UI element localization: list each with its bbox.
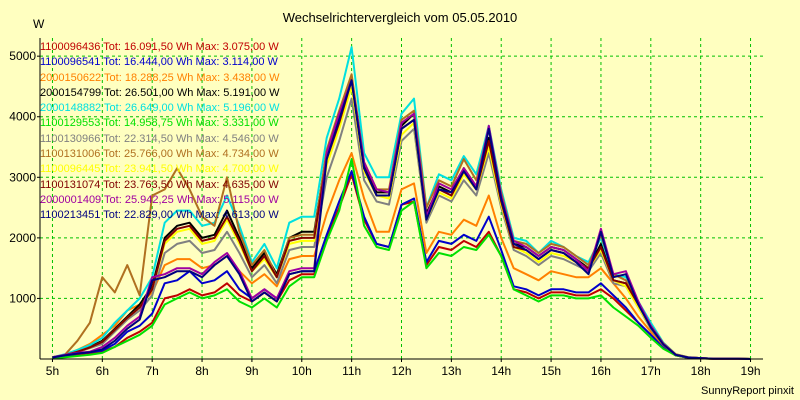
legend-entry: 2000148882 Tot: 26.649,00 Wh Max: 5.196,… xyxy=(40,102,280,115)
legend-entry: 1100213451 Tot: 22.829,00 Wh Max: 4.613,… xyxy=(40,209,279,222)
legend-entry: 1100131006 Tot: 25.766,00 Wh Max: 4.734,… xyxy=(40,148,279,161)
x-tick-label: 18h xyxy=(691,364,711,378)
y-tick-label: 1000 xyxy=(9,291,36,305)
legend-entry: 1100096541 Tot: 16.444,00 Wh Max: 3.114,… xyxy=(40,56,278,69)
legend: 1100096436 Tot: 16.091,50 Wh Max: 3.075,… xyxy=(40,40,280,224)
legend-entry: 2000150622 Tot: 18.288,25 Wh Max: 3.438,… xyxy=(40,71,280,84)
legend-entry: 1100131074 Tot: 23.763,50 Wh Max: 4.635,… xyxy=(40,178,279,191)
series-line-12 xyxy=(52,79,751,360)
series-line-6 xyxy=(52,158,751,360)
x-tick-label: 12h xyxy=(391,364,411,378)
y-tick-label: 5000 xyxy=(9,49,36,63)
x-tick-label: 16h xyxy=(591,364,611,378)
series-line-9 xyxy=(52,85,751,360)
series-line-11 xyxy=(52,79,751,360)
legend-entry: 1100129553 Tot: 14.958,75 Wh Max: 3.331,… xyxy=(40,117,279,130)
legend-entry: 1100096436 Tot: 16.091,50 Wh Max: 3.075,… xyxy=(40,41,279,53)
series-line-2 xyxy=(52,170,751,360)
legend-entry: 2000001409 Tot: 25.942,25 Wh Max: 5.115,… xyxy=(40,193,279,206)
legend-entry: 1100096445 Tot: 23.941,50 Wh Max: 4.700,… xyxy=(40,163,279,176)
x-tick-label: 19h xyxy=(741,364,761,378)
x-tick-label: 11h xyxy=(342,364,361,378)
series-line-3 xyxy=(52,152,751,360)
x-tick-label: 6h xyxy=(96,364,109,378)
y-tick-label: 4000 xyxy=(9,110,36,124)
x-tick-label: 5h xyxy=(46,364,59,378)
y-tick-label: 3000 xyxy=(9,170,36,184)
legend-entry: 1100130966 Tot: 22.314,50 Wh Max: 4.546,… xyxy=(40,132,279,145)
x-tick-label: 8h xyxy=(195,364,208,378)
chart-title: Wechselrichtervergleich vom 05.05.2010 xyxy=(282,10,518,25)
x-tick-label: 9h xyxy=(245,364,258,378)
x-tick-label: 7h xyxy=(146,364,159,378)
y-axis-unit-label: W xyxy=(33,17,45,31)
legend-entry: 2000154799 Tot: 26.501,00 Wh Max: 5.191,… xyxy=(40,86,280,99)
footer-credit: SunnyReport pinxit xyxy=(701,385,794,397)
x-tick-label: 14h xyxy=(491,364,511,378)
x-tick-label: 17h xyxy=(641,364,661,378)
y-tick-label: 2000 xyxy=(9,231,36,245)
x-tick-label: 10h xyxy=(292,364,312,378)
x-tick-label: 13h xyxy=(441,364,461,378)
x-tick-label: 15h xyxy=(541,364,561,378)
